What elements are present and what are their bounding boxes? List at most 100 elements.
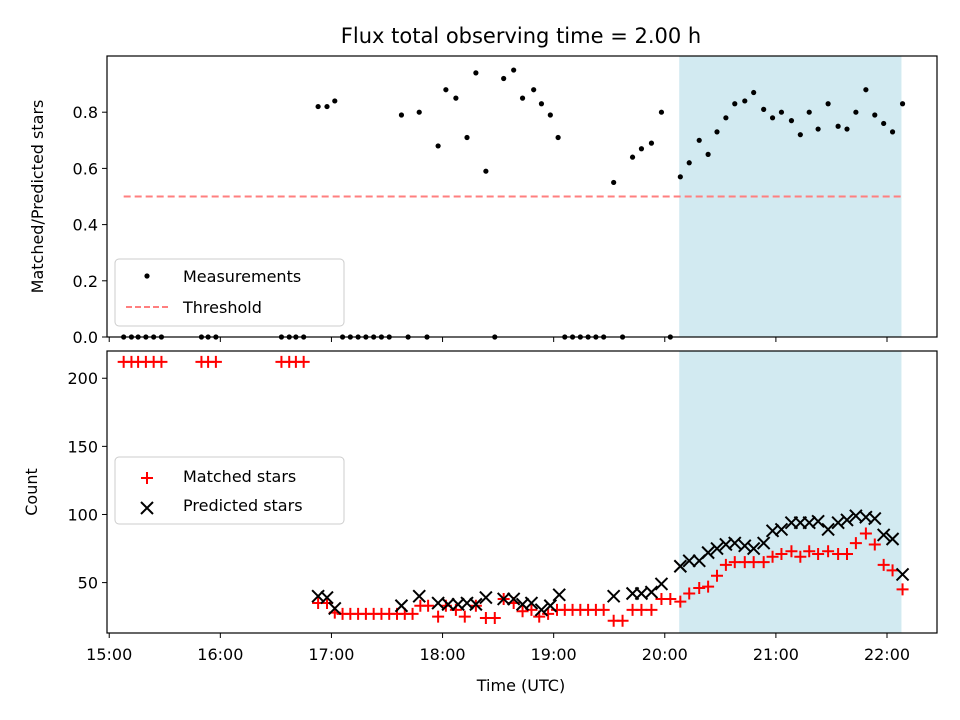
legend-label-predicted: Predicted stars xyxy=(183,496,303,515)
y-tick-label: 0.8 xyxy=(73,103,98,122)
data-point-predicted xyxy=(506,592,521,606)
data-point-matched xyxy=(785,545,798,558)
data-point-predicted xyxy=(469,597,483,612)
data-point-predicted xyxy=(728,536,742,550)
data-point-predicted xyxy=(738,539,752,553)
data-point-measurement xyxy=(443,87,449,93)
top-legend: Measurements Threshold xyxy=(114,258,345,327)
data-point-matched xyxy=(812,547,825,560)
data-point-predicted xyxy=(831,515,845,530)
bottom-panel-frame xyxy=(106,350,938,634)
x-tick-label: 16:00 xyxy=(197,645,243,664)
bottom-points xyxy=(117,355,910,627)
data-point-matched xyxy=(803,545,816,558)
data-point-matched xyxy=(674,595,687,608)
data-point-predicted xyxy=(701,545,715,560)
data-point-measurement xyxy=(648,140,655,146)
data-point-predicted xyxy=(479,590,493,605)
data-point-matched xyxy=(542,607,555,620)
data-point-measurement xyxy=(696,137,702,143)
y-tick-label: 0.2 xyxy=(73,272,98,291)
data-point-measurement xyxy=(835,123,841,129)
data-point-matched xyxy=(702,580,715,593)
bottom-panel: 50 100 150 200 15:00 16:00 17:00 18:00 19:00 20:… xyxy=(22,350,938,695)
data-point-measurement xyxy=(638,146,645,152)
data-point-measurement xyxy=(611,179,617,186)
x-tick-label: 18:00 xyxy=(420,645,466,664)
top-ylabel: Matched/Predicted stars xyxy=(28,100,47,294)
y-tick-label: 0.4 xyxy=(73,216,98,235)
data-point-measurement xyxy=(483,168,489,174)
data-point-measurement xyxy=(751,89,757,96)
bottom-xticks: 15:00 16:00 17:00 18:00 19:00 20:00 21:00 22:00 xyxy=(86,633,910,664)
data-point-measurement xyxy=(778,109,785,115)
data-point-predicted xyxy=(328,601,342,616)
x-tick-label: 17:00 xyxy=(308,645,354,664)
data-point-predicted xyxy=(682,554,696,568)
data-point-matched xyxy=(877,558,890,571)
data-point-predicted xyxy=(673,559,688,573)
data-point-measurement xyxy=(453,95,459,101)
data-point-measurement xyxy=(538,101,545,107)
data-point-matched xyxy=(693,582,706,595)
data-point-measurement xyxy=(315,103,321,110)
data-point-matched xyxy=(683,587,696,600)
y-tick-label: 100 xyxy=(67,505,98,524)
data-point-predicted xyxy=(895,567,910,582)
data-point-measurement xyxy=(844,126,850,132)
legend-label-measurements: Measurements xyxy=(183,267,301,286)
data-point-predicted xyxy=(868,511,882,526)
data-point-predicted xyxy=(756,536,771,550)
data-point-matched xyxy=(321,597,333,610)
top-points xyxy=(121,67,906,340)
data-point-matched xyxy=(719,558,732,571)
data-point-measurement xyxy=(324,103,330,110)
data-point-matched xyxy=(849,537,862,550)
data-point-matched xyxy=(297,355,310,368)
data-point-predicted xyxy=(524,596,539,610)
data-point-matched xyxy=(757,556,770,569)
y-tick-label: 200 xyxy=(67,369,98,388)
data-point-measurement xyxy=(863,87,869,93)
data-point-measurement xyxy=(853,109,859,115)
bottom-ylabel: Count xyxy=(22,468,41,516)
legend-label-matched: Matched stars xyxy=(183,467,296,486)
data-point-predicted xyxy=(644,585,659,599)
data-point-predicted xyxy=(774,522,789,537)
data-point-matched xyxy=(516,605,529,618)
data-point-measurement xyxy=(899,101,906,107)
data-point-predicted xyxy=(710,541,724,556)
data-point-matched xyxy=(616,614,629,627)
data-point-predicted xyxy=(821,522,835,537)
data-point-predicted xyxy=(840,513,854,527)
data-point-matched xyxy=(794,550,807,563)
y-tick-label: 50 xyxy=(78,574,98,593)
data-point-matched xyxy=(458,610,471,623)
data-point-measurement xyxy=(658,109,665,115)
data-point-predicted xyxy=(543,599,558,613)
data-point-measurement xyxy=(723,115,729,121)
data-point-measurement xyxy=(547,112,553,118)
data-point-measurement xyxy=(473,70,479,76)
data-point-measurement xyxy=(761,106,767,112)
data-point-predicted xyxy=(746,541,761,556)
data-point-matched xyxy=(422,599,435,612)
x-tick-label: 20:00 xyxy=(642,645,688,664)
data-point-predicted xyxy=(606,589,621,603)
x-tick-label: 22:00 xyxy=(864,645,910,664)
data-point-measurement xyxy=(797,132,803,138)
data-point-matched xyxy=(775,547,788,560)
data-point-measurement xyxy=(332,98,338,104)
top-xticks xyxy=(108,337,888,342)
data-point-matched xyxy=(711,569,723,582)
y-tick-label: 0.0 xyxy=(73,328,98,347)
data-point-measurement xyxy=(677,174,683,180)
bottom-legend: Matched stars Predicted stars xyxy=(114,456,345,525)
top-panel-frame xyxy=(106,55,938,338)
data-point-matched xyxy=(841,547,853,560)
chart-title: Flux total observing time = 2.00 h xyxy=(341,24,701,48)
data-point-measurement xyxy=(686,160,692,166)
data-point-matched xyxy=(886,564,899,577)
y-tick-label: 0.6 xyxy=(73,159,98,178)
